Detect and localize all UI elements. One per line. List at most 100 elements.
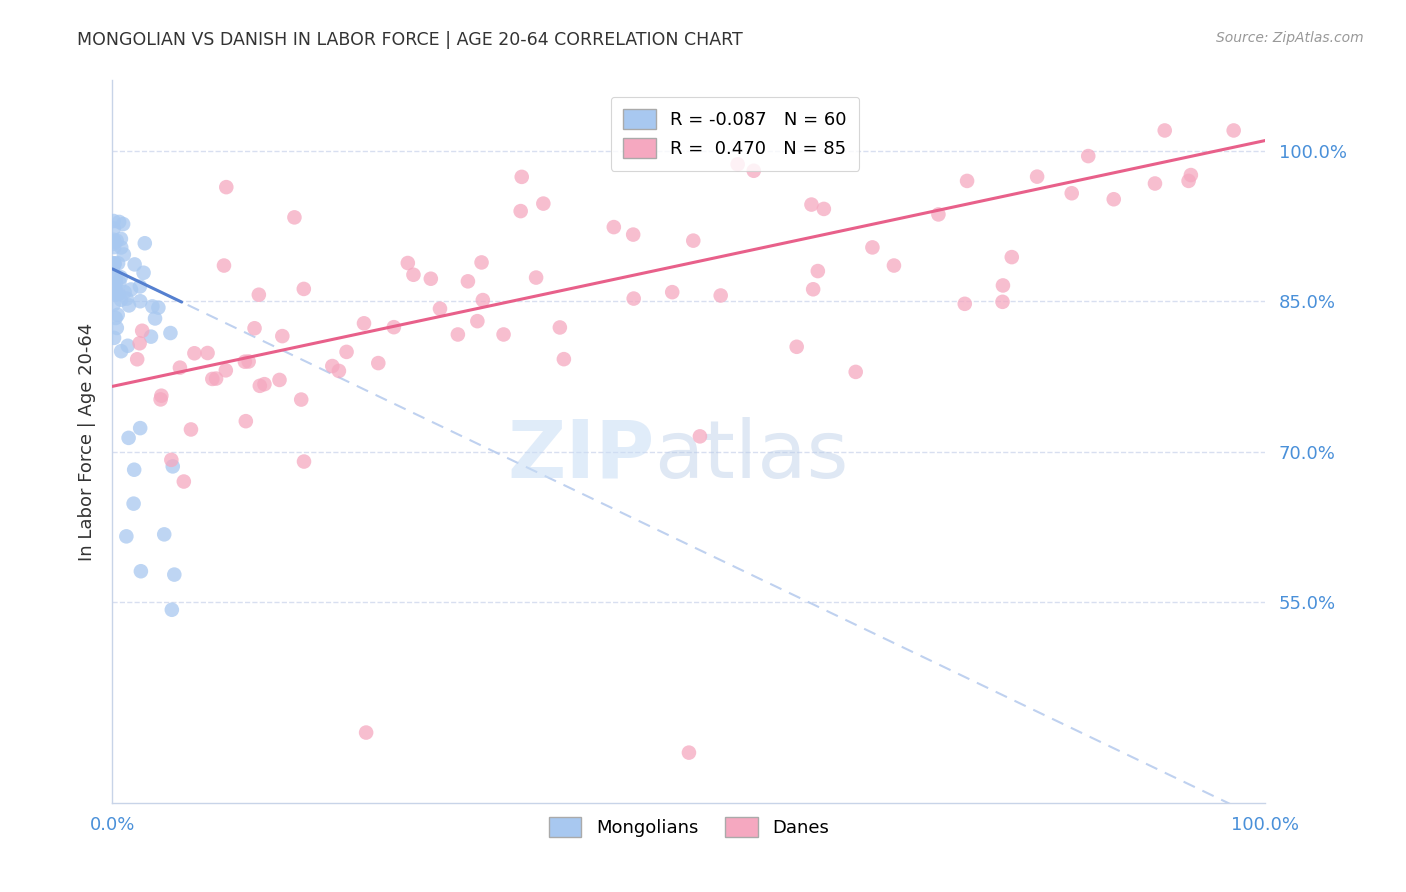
Point: [104, 280, 127, 294]
Point: [1102, 192, 1125, 206]
Point: [271, 329, 294, 343]
Point: [162, 459, 184, 474]
Point: [353, 316, 375, 330]
Point: [149, 392, 172, 407]
Text: atlas: atlas: [654, 417, 849, 495]
Point: [447, 327, 470, 342]
Point: [107, 256, 129, 270]
Point: [548, 320, 571, 334]
Point: [215, 180, 238, 194]
Point: [103, 236, 125, 251]
Point: [103, 214, 125, 228]
Point: [1060, 186, 1083, 201]
Point: [127, 352, 149, 367]
Point: [742, 163, 765, 178]
Point: [108, 276, 131, 290]
Point: [104, 271, 127, 285]
Point: [107, 286, 129, 301]
Point: [470, 255, 492, 269]
Point: [1180, 168, 1202, 182]
Point: [991, 294, 1014, 309]
Point: [603, 220, 626, 235]
Point: [457, 274, 479, 288]
Point: [129, 294, 152, 309]
Point: [253, 377, 276, 392]
Point: [141, 299, 163, 313]
Point: [953, 297, 976, 311]
Point: [163, 567, 186, 582]
Point: [201, 372, 224, 386]
Point: [269, 373, 291, 387]
Point: [173, 475, 195, 489]
Point: [623, 292, 645, 306]
Point: [132, 266, 155, 280]
Point: [103, 257, 125, 271]
Point: [197, 346, 219, 360]
Point: [471, 293, 494, 307]
Point: [419, 271, 441, 285]
Point: [103, 233, 125, 247]
Point: [661, 285, 683, 300]
Point: [883, 259, 905, 273]
Point: [1222, 123, 1244, 137]
Point: [107, 287, 129, 301]
Point: [104, 310, 127, 325]
Point: [249, 379, 271, 393]
Point: [1026, 169, 1049, 184]
Point: [107, 308, 129, 322]
Point: [991, 278, 1014, 293]
Point: [235, 414, 257, 428]
Point: [678, 746, 700, 760]
Point: [531, 196, 554, 211]
Point: [429, 301, 451, 316]
Point: [112, 217, 135, 231]
Point: [118, 298, 141, 312]
Point: [110, 240, 132, 254]
Point: [205, 371, 228, 385]
Point: [104, 287, 127, 301]
Text: MONGOLIAN VS DANISH IN LABOR FORCE | AGE 20-64 CORRELATION CHART: MONGOLIAN VS DANISH IN LABOR FORCE | AGE…: [77, 31, 744, 49]
Point: [212, 259, 235, 273]
Point: [128, 336, 150, 351]
Point: [801, 282, 824, 296]
Text: ZIP: ZIP: [508, 417, 654, 495]
Point: [105, 234, 128, 248]
Point: [524, 270, 547, 285]
Point: [367, 356, 389, 370]
Point: [117, 431, 139, 445]
Point: [396, 256, 419, 270]
Point: [117, 339, 139, 353]
Point: [1177, 174, 1199, 188]
Point: [382, 320, 405, 334]
Point: [148, 301, 170, 315]
Point: [807, 264, 830, 278]
Point: [103, 257, 125, 271]
Point: [1001, 250, 1024, 264]
Point: [290, 392, 312, 407]
Point: [927, 207, 949, 221]
Point: [492, 327, 515, 342]
Point: [283, 211, 305, 225]
Point: [238, 354, 260, 368]
Point: [689, 429, 711, 443]
Point: [169, 360, 191, 375]
Point: [292, 282, 315, 296]
Point: [143, 311, 166, 326]
Point: [153, 527, 176, 541]
Point: [129, 421, 152, 435]
Point: [120, 283, 142, 297]
Point: [335, 344, 357, 359]
Point: [813, 202, 835, 216]
Point: [103, 221, 125, 235]
Point: [115, 529, 138, 543]
Point: [105, 321, 128, 335]
Point: [354, 725, 377, 739]
Point: [328, 364, 350, 378]
Point: [956, 174, 979, 188]
Point: [159, 326, 181, 340]
Point: [160, 453, 183, 467]
Point: [710, 288, 733, 302]
Point: [103, 235, 125, 249]
Point: [183, 346, 205, 360]
Point: [115, 292, 138, 306]
